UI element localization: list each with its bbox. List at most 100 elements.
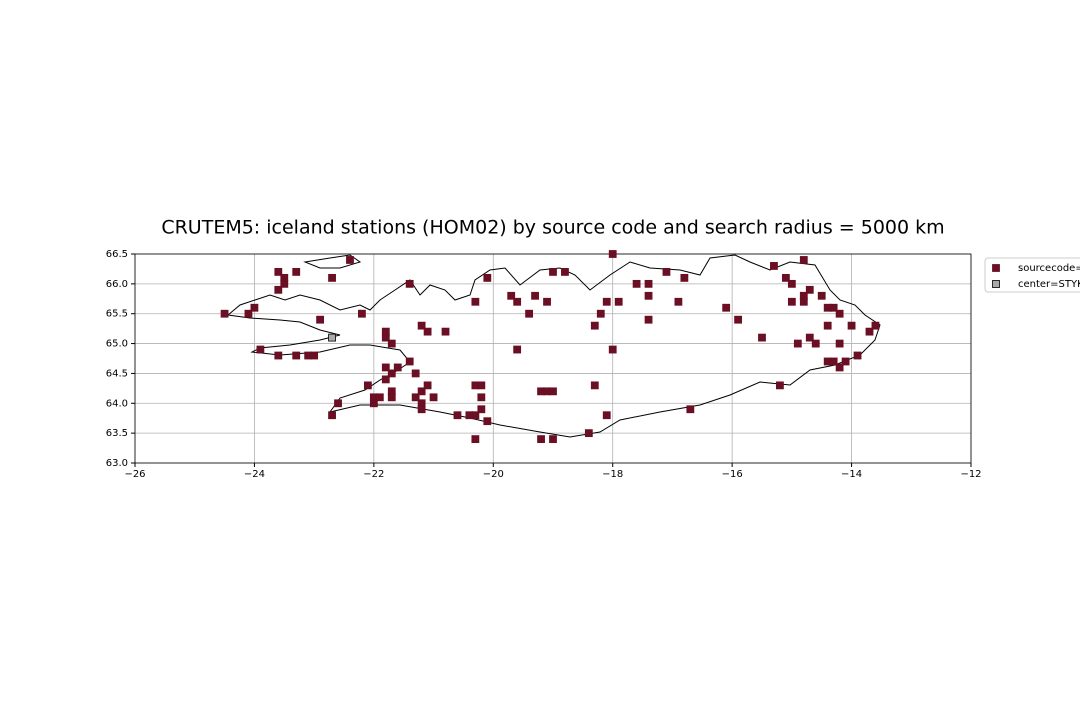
y-tick-label: 66.0 bbox=[106, 279, 128, 290]
y-tick-label: 63.5 bbox=[106, 428, 128, 439]
station-marker bbox=[417, 405, 426, 414]
station-marker bbox=[387, 393, 396, 402]
station-marker bbox=[381, 375, 390, 384]
station-marker bbox=[584, 429, 593, 438]
station-marker bbox=[608, 250, 617, 258]
station-marker bbox=[477, 393, 486, 402]
station-marker bbox=[644, 279, 653, 288]
station-marker bbox=[328, 333, 336, 342]
station-marker bbox=[835, 363, 844, 372]
station-marker bbox=[483, 273, 492, 282]
station-marker bbox=[387, 339, 396, 348]
x-tick-label: −20 bbox=[483, 469, 504, 480]
x-tick-label: −22 bbox=[363, 469, 384, 480]
station-marker bbox=[734, 315, 743, 324]
station-marker bbox=[817, 291, 826, 300]
station-marker bbox=[471, 297, 480, 306]
station-marker bbox=[429, 393, 438, 402]
station-marker bbox=[871, 321, 880, 330]
station-marker bbox=[316, 315, 325, 324]
station-marker bbox=[662, 268, 671, 276]
station-marker bbox=[674, 297, 683, 306]
station-marker bbox=[644, 291, 653, 300]
station-marker bbox=[758, 333, 766, 342]
x-tick-label: −18 bbox=[602, 469, 623, 480]
station-marker bbox=[770, 262, 778, 270]
station-marker bbox=[328, 273, 336, 282]
station-marker bbox=[483, 417, 492, 426]
legend-box bbox=[984, 257, 1080, 293]
station-marker bbox=[274, 268, 283, 276]
x-tick-label: −16 bbox=[722, 469, 743, 480]
station-marker bbox=[829, 357, 838, 366]
x-tick-label: −14 bbox=[841, 469, 862, 480]
station-marker bbox=[805, 285, 814, 294]
legend-marker bbox=[992, 280, 1000, 288]
station-marker bbox=[787, 279, 796, 288]
station-marker bbox=[310, 351, 319, 360]
station-marker bbox=[686, 405, 695, 414]
station-marker bbox=[644, 315, 653, 324]
station-marker bbox=[471, 411, 480, 420]
plot-frame bbox=[134, 253, 972, 464]
station-marker bbox=[853, 351, 862, 360]
station-marker bbox=[829, 303, 838, 312]
coastline bbox=[226, 254, 881, 438]
y-tick-label: 64.0 bbox=[106, 398, 128, 409]
station-marker bbox=[381, 333, 390, 342]
station-marker bbox=[250, 303, 259, 312]
station-marker bbox=[811, 339, 820, 348]
station-marker bbox=[776, 381, 784, 390]
station-marker bbox=[220, 309, 229, 318]
station-marker bbox=[405, 279, 414, 288]
station-marker bbox=[561, 268, 569, 276]
station-marker bbox=[375, 393, 384, 402]
station-marker bbox=[614, 297, 623, 306]
station-marker bbox=[590, 321, 599, 330]
y-tick-label: 65.5 bbox=[106, 309, 128, 320]
station-marker bbox=[507, 291, 516, 300]
station-marker bbox=[781, 273, 790, 282]
station-marker bbox=[537, 435, 545, 444]
station-marker bbox=[841, 357, 850, 366]
station-marker bbox=[393, 363, 402, 372]
station-marker bbox=[471, 435, 480, 444]
station-marker bbox=[823, 321, 832, 330]
station-marker bbox=[525, 309, 534, 318]
chart-title: CRUTEM5: iceland stations (HOM02) by sou… bbox=[161, 217, 944, 239]
station-marker bbox=[608, 345, 617, 354]
station-marker bbox=[244, 309, 253, 318]
station-marker bbox=[543, 297, 551, 306]
station-marker bbox=[513, 345, 522, 354]
y-tick-label: 64.5 bbox=[106, 368, 128, 379]
station-marker bbox=[441, 327, 450, 336]
station-marker bbox=[596, 309, 605, 318]
station-marker bbox=[632, 279, 641, 288]
station-marker bbox=[292, 268, 301, 276]
y-tick-label: 63.0 bbox=[106, 458, 128, 469]
station-marker bbox=[793, 339, 802, 348]
station-marker bbox=[787, 297, 796, 306]
station-marker bbox=[602, 411, 611, 420]
station-marker bbox=[805, 333, 814, 342]
station-marker bbox=[799, 297, 808, 306]
station-marker bbox=[549, 268, 557, 276]
station-marker bbox=[835, 309, 844, 318]
station-marker bbox=[847, 321, 856, 330]
station-marker bbox=[328, 411, 336, 420]
station-marker bbox=[835, 339, 844, 348]
station-marker bbox=[799, 256, 808, 264]
x-tick-label: −24 bbox=[244, 469, 265, 480]
station-marker bbox=[346, 256, 354, 264]
station-marker bbox=[387, 369, 396, 378]
station-marker bbox=[722, 303, 731, 312]
station-marker bbox=[274, 285, 283, 294]
station-marker bbox=[590, 381, 599, 390]
station-marker bbox=[531, 291, 539, 300]
station-marker bbox=[417, 321, 426, 330]
station-marker bbox=[549, 435, 557, 444]
station-marker bbox=[513, 297, 522, 306]
station-marker bbox=[423, 381, 432, 390]
station-marker bbox=[292, 351, 301, 360]
station-marker bbox=[477, 405, 486, 414]
